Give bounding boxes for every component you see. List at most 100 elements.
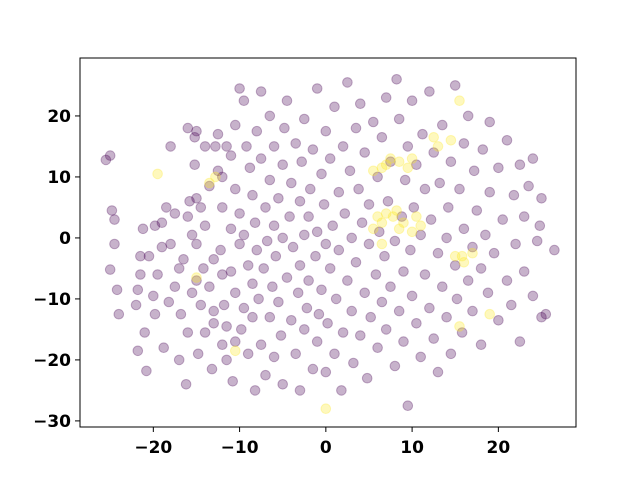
scatter-point-class-0 [396, 211, 408, 222]
scatter-point-class-0 [242, 260, 254, 271]
scatter-point-class-0 [251, 125, 263, 137]
scatter-point-class-0 [195, 202, 207, 213]
scatter-point-class-0 [241, 141, 252, 152]
scatter-point-class-0 [186, 287, 198, 299]
scatter-point-class-0 [313, 308, 325, 320]
scatter-point-class-0 [217, 269, 228, 280]
scatter-point-class-0 [198, 263, 209, 274]
scatter-point-class-0 [342, 77, 353, 88]
scatter-point-class-0 [109, 214, 120, 225]
scatter-point-class-0 [204, 180, 215, 192]
scatter-point-class-1 [467, 247, 478, 259]
scatter-point-class-0 [247, 189, 258, 201]
scatter-point-class-0 [109, 238, 120, 250]
scatter-point-class-0 [437, 281, 448, 293]
scatter-point-class-0 [204, 281, 215, 293]
x-tick-label: −10 [221, 438, 259, 458]
scatter-point-class-0 [432, 247, 444, 259]
scatter-point-class-0 [406, 95, 418, 106]
scatter-point-class-0 [294, 260, 306, 271]
scatter-point-class-1 [406, 153, 418, 164]
scatter-point-class-1 [230, 345, 241, 357]
scatter-point-class-1 [402, 162, 414, 174]
scatter-point-class-0 [514, 159, 526, 170]
scatter-point-class-0 [221, 321, 232, 332]
scatter-point-class-0 [441, 311, 452, 323]
scatter-point-class-0 [292, 287, 304, 299]
scatter-point-class-0 [342, 275, 353, 286]
scatter-point-class-0 [350, 122, 362, 134]
scatter-point-class-0 [249, 385, 261, 396]
scatter-point-class-1 [454, 95, 465, 106]
scatter-point-class-0 [249, 217, 261, 228]
scatter-point-class-0 [225, 266, 237, 277]
scatter-point-class-0 [137, 223, 149, 235]
y-axis: 20 10 0 −10 −20 −30 [33, 107, 80, 432]
scatter-point-class-0 [350, 257, 362, 268]
scatter-point-class-0 [286, 315, 297, 326]
scatter-point-class-0 [299, 229, 310, 241]
scatter-point-class-0 [402, 141, 414, 152]
scatter-point-class-0 [454, 183, 465, 195]
scatter-point-class-0 [380, 92, 392, 103]
scatter-point-class-0 [268, 220, 280, 231]
scatter-point-class-0 [305, 183, 316, 195]
scatter-point-class-1 [391, 205, 402, 216]
scatter-point-class-1 [204, 177, 215, 189]
scatter-point-class-0 [303, 211, 314, 222]
scatter-point-class-0 [424, 302, 435, 314]
scatter-point-class-0 [255, 153, 267, 164]
scatter-point-class-0 [445, 348, 457, 360]
scatter-point-class-0 [277, 232, 289, 244]
scatter-point-class-0 [336, 385, 347, 396]
scatter-point-class-0 [238, 302, 250, 314]
scatter-point-class-0 [311, 83, 323, 94]
scatter-point-class-0 [135, 250, 146, 262]
scatter-point-class-0 [415, 351, 427, 363]
scatter-point-class-0 [451, 293, 463, 305]
scatter-point-class-0 [399, 174, 411, 186]
scatter-point-class-0 [191, 275, 202, 286]
scatter-point-class-0 [208, 318, 219, 329]
scatter-point-class-0 [258, 263, 270, 274]
scatter-point-class-0 [549, 244, 560, 256]
scatter-point-class-0 [191, 193, 202, 204]
scatter-point-class-0 [173, 354, 185, 366]
scatter-point-class-0 [467, 241, 478, 253]
scatter-point-class-0 [236, 324, 247, 335]
y-tick-label: −10 [33, 290, 71, 310]
scatter-point-class-0 [255, 86, 267, 97]
scatter-point-class-0 [158, 342, 169, 354]
scatter-point-class-0 [132, 345, 144, 357]
scatter-point-class-0 [458, 138, 470, 149]
scatter-point-class-0 [307, 363, 319, 375]
scatter-point-class-0 [320, 125, 332, 137]
scatter-point-class-0 [206, 363, 218, 375]
scatter-point-class-0 [355, 98, 366, 109]
scatter-point-class-1 [484, 308, 496, 320]
scatter-point-class-0 [253, 293, 264, 305]
scatter-point-class-0 [428, 147, 440, 158]
scatter-point-class-0 [238, 95, 250, 106]
scatter-point-class-0 [434, 177, 446, 189]
scatter-point-class-0 [348, 357, 359, 369]
scatter-point-class-0 [501, 135, 513, 146]
scatter-point-class-0 [316, 168, 327, 180]
scatter-point-class-0 [393, 113, 405, 125]
scatter-point-class-0 [281, 272, 293, 283]
scatter-point-class-0 [415, 229, 427, 241]
scatter-point-class-0 [389, 235, 401, 247]
scatter-point-class-0 [488, 247, 500, 259]
scatter-point-class-0 [389, 360, 401, 372]
scatter-point-class-0 [316, 284, 327, 296]
scatter-point-class-0 [527, 290, 539, 302]
scatter-point-class-0 [406, 290, 418, 302]
scatter-point-class-0 [230, 119, 241, 131]
scatter-point-class-0 [208, 305, 219, 317]
scatter-point-class-0 [294, 385, 306, 396]
scatter-point-class-0 [180, 379, 192, 390]
scatter-point-class-0 [419, 269, 431, 280]
scatter-point-class-0 [411, 318, 422, 329]
scatter-point-class-1 [449, 250, 461, 262]
scatter-point-class-0 [497, 214, 509, 225]
